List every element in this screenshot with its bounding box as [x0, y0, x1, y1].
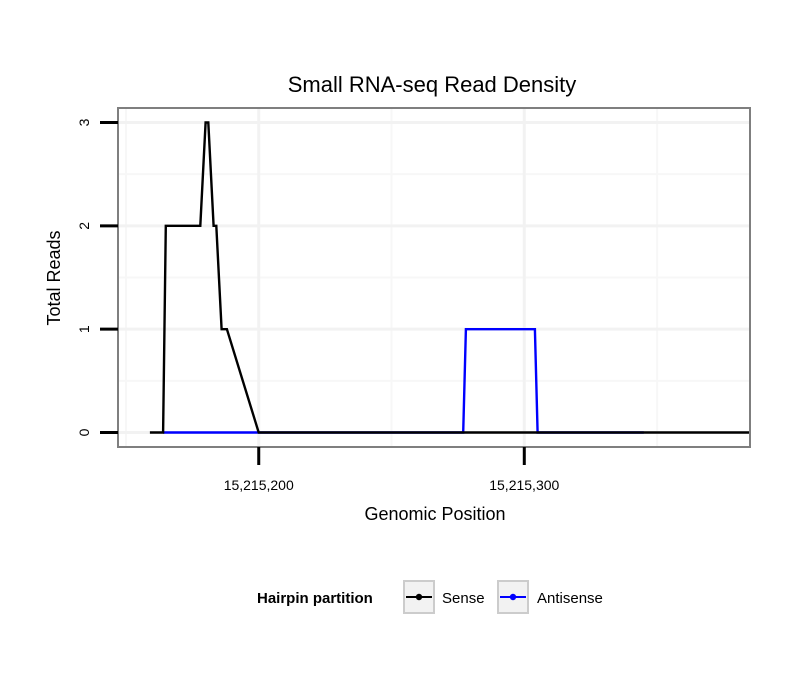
- legend-label-antisense: Antisense: [537, 590, 603, 607]
- series-layer: [149, 121, 750, 434]
- y-tick-label-0: 0: [76, 428, 92, 436]
- legend-title: Hairpin partition: [257, 590, 373, 607]
- legend-item-antisense: Antisense: [497, 580, 603, 614]
- x-tick-label-1: 15,215,300: [489, 477, 559, 493]
- y-tick-label-1: 1: [76, 325, 92, 333]
- plot-panel-border: [117, 107, 751, 448]
- x-axis-label: Genomic Position: [364, 504, 505, 524]
- legend-label-sense: Sense: [442, 590, 485, 607]
- legend-point-antisense: [509, 593, 517, 601]
- x-tick-label-0: 15,215,200: [224, 477, 294, 493]
- series-line-sense: [149, 121, 750, 434]
- x-axis: 15,215,200 15,215,300: [224, 447, 560, 493]
- y-tick-label-3: 3: [76, 118, 92, 126]
- y-tick-label-2: 2: [76, 222, 92, 230]
- chart-title: Small RNA-seq Read Density: [288, 72, 577, 97]
- y-axis: 0 1 2 3: [76, 118, 118, 436]
- legend-point-sense: [415, 593, 423, 601]
- legend-item-sense: Sense: [403, 580, 485, 614]
- legend: Hairpin partition Sense Antisense: [257, 580, 603, 614]
- grid-minor: [118, 108, 750, 447]
- y-axis-label: Total Reads: [44, 230, 64, 325]
